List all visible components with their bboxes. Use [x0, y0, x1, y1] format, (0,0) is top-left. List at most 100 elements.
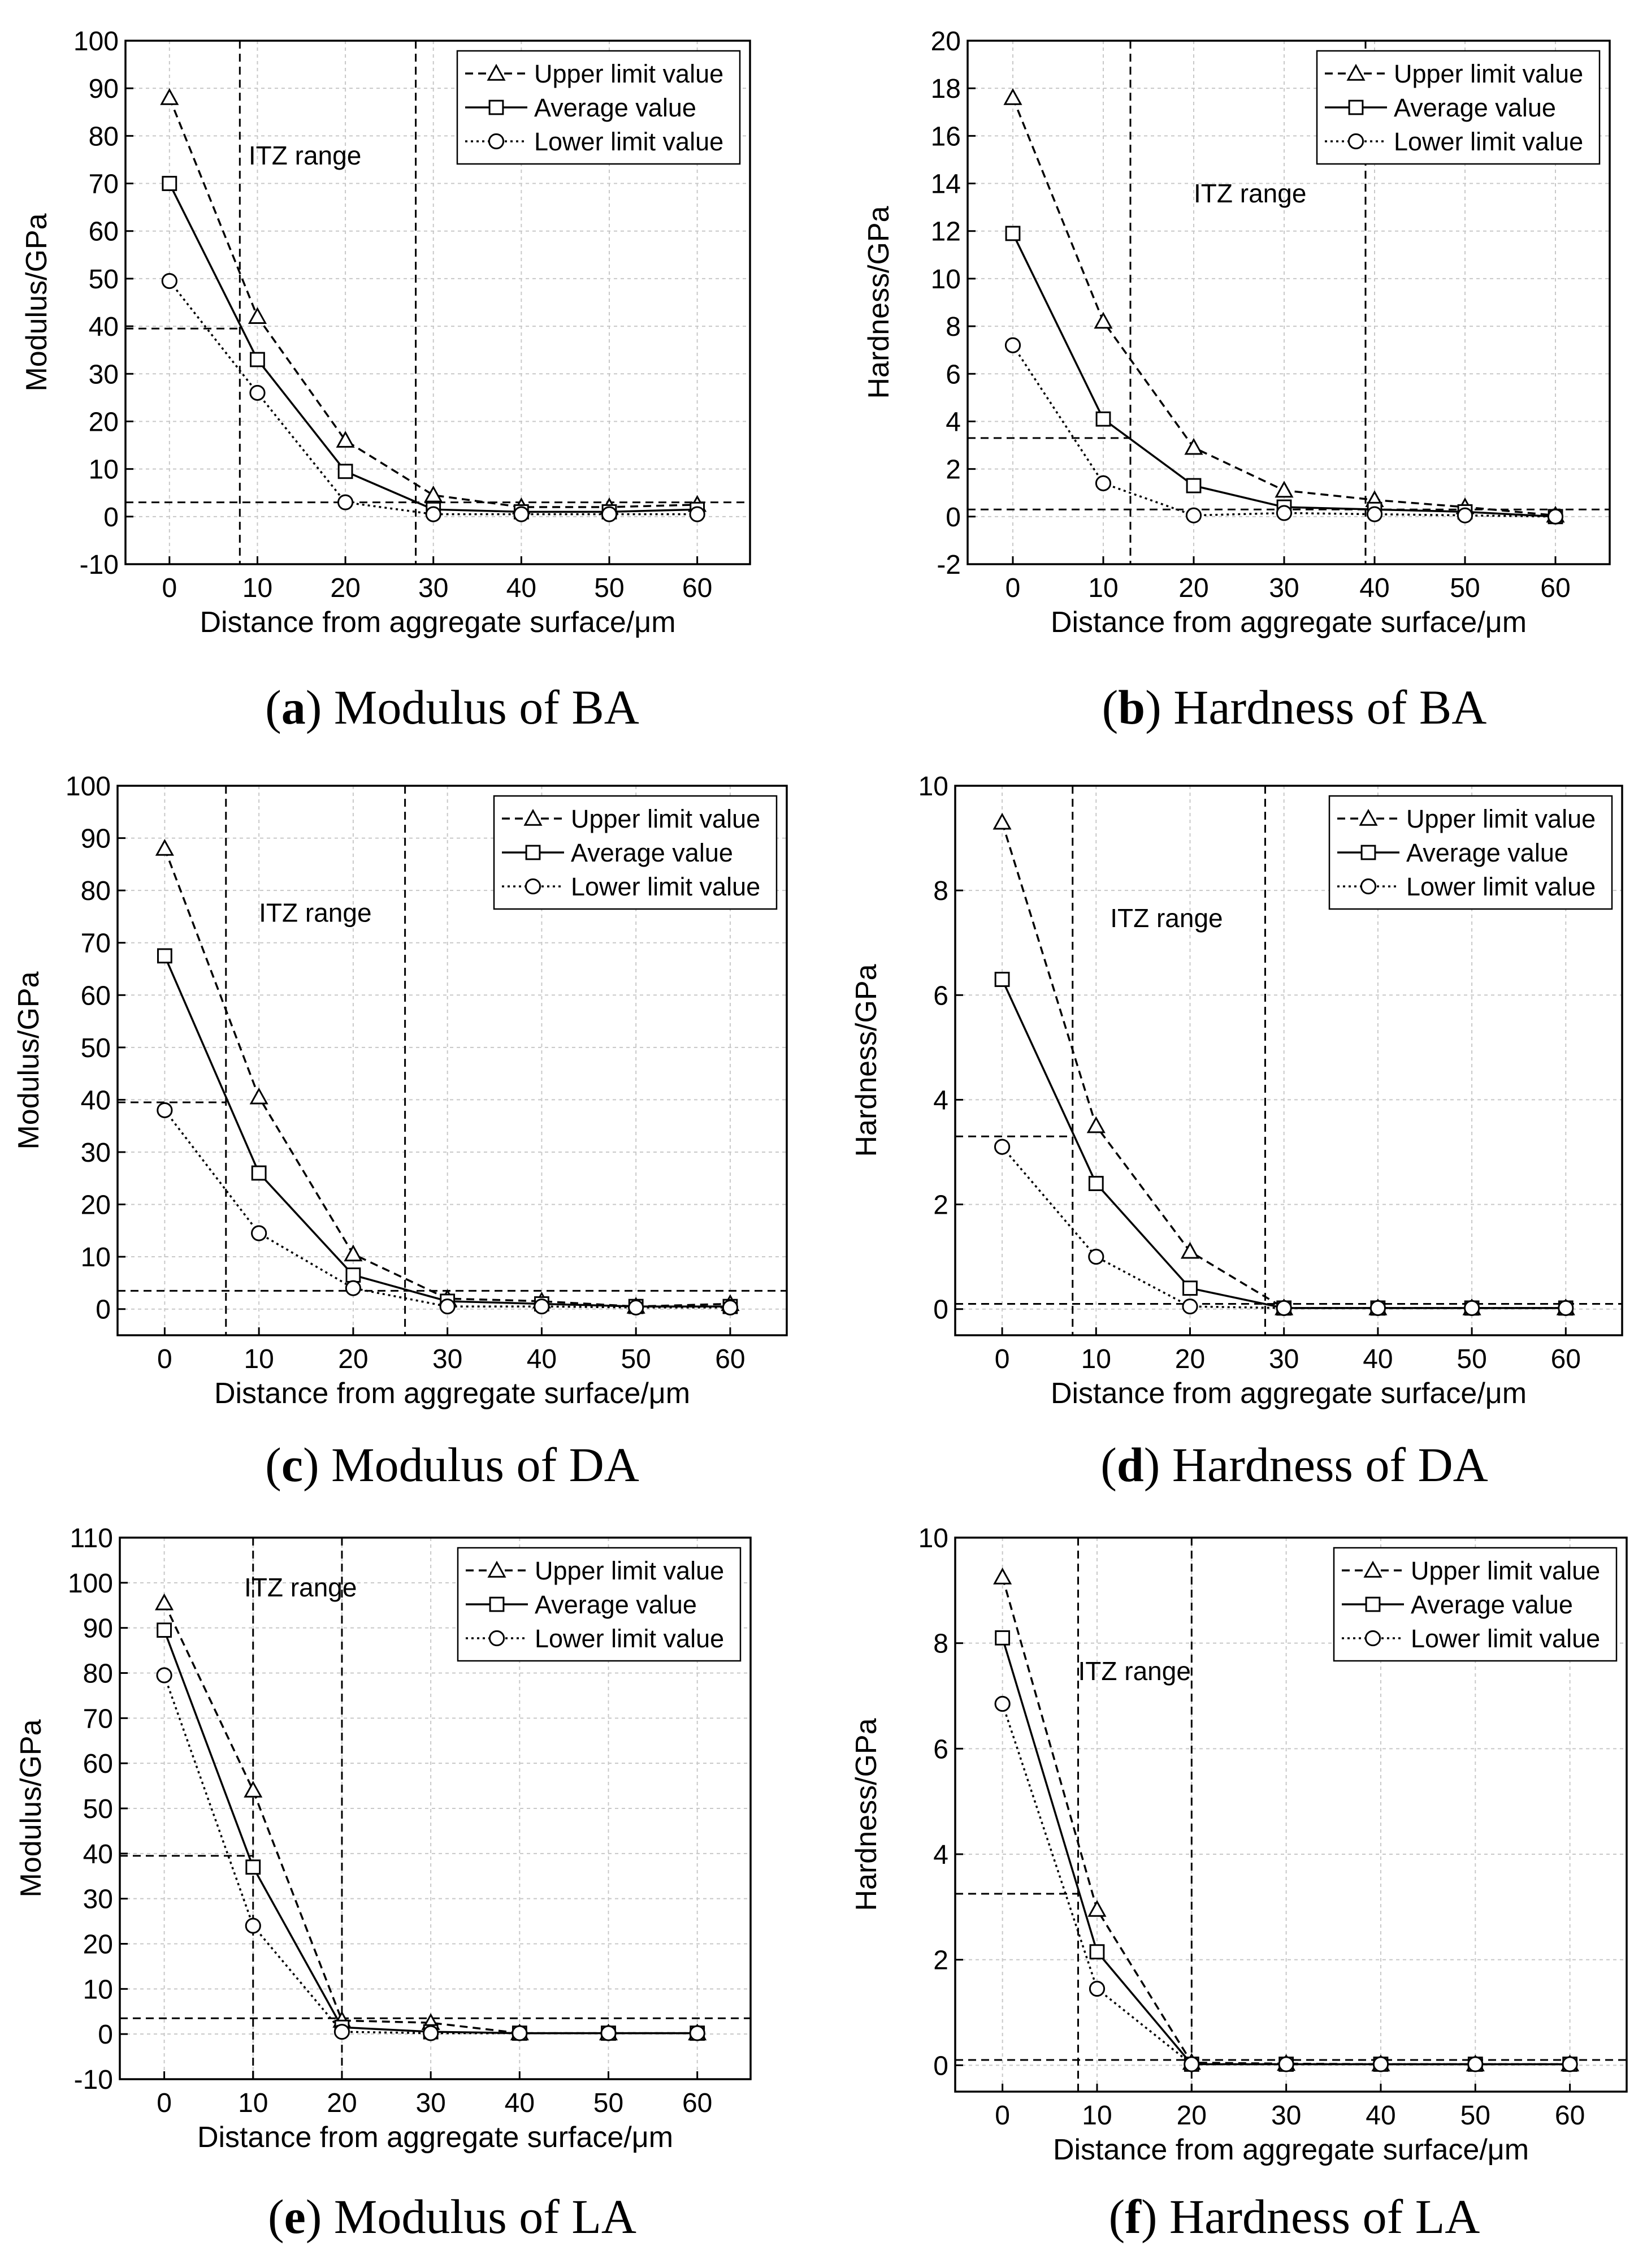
legend-label: Average value: [1411, 1590, 1573, 1619]
legend-label: Average value: [535, 1590, 697, 1619]
data-point-circle: [245, 1918, 261, 1934]
y-tick-label: 90: [89, 74, 119, 104]
series-line-square: [1001, 979, 1566, 1309]
y-tick-label: 0: [933, 1295, 948, 1325]
data-point-circle: [423, 2025, 439, 2041]
legend-label: Upper limit value: [571, 804, 760, 833]
data-point-circle: [1185, 507, 1202, 523]
legend-label: Lower limit value: [534, 127, 723, 156]
data-point-triangle: [1003, 88, 1022, 105]
data-point-circle: [1372, 2056, 1389, 2072]
legend-label: Upper limit value: [1406, 804, 1596, 833]
x-tick-label: 40: [527, 1344, 557, 1374]
caption-paren-close: ): [306, 680, 334, 734]
legend-marker-triangle: [523, 808, 543, 826]
y-tick-label: 8: [946, 312, 961, 342]
data-point-circle: [1276, 505, 1293, 521]
itz-range-annotation: ITZ range: [1078, 1656, 1191, 1686]
y-tick-label: 4: [933, 1085, 948, 1115]
y-tick-label: 60: [83, 1749, 113, 1779]
data-point-circle: [600, 2025, 617, 2041]
x-tick-label: 50: [621, 1344, 651, 1374]
y-axis-label: Modulus/GPa: [15, 1719, 47, 1897]
y-tick-label: 0: [103, 503, 119, 533]
data-point-square: [1186, 478, 1202, 494]
x-tick-label: 30: [415, 2088, 445, 2118]
x-tick-label: 50: [593, 2088, 623, 2118]
data-point-circle: [1088, 1249, 1104, 1265]
x-tick-label: 50: [1457, 1344, 1486, 1374]
data-point-circle: [1369, 1300, 1386, 1316]
data-point-square: [157, 1622, 172, 1638]
x-tick-label: 10: [244, 1344, 274, 1374]
caption-letter: a: [281, 680, 306, 734]
caption-paren-close: ): [1144, 1438, 1172, 1492]
x-tick-label: 0: [162, 573, 177, 603]
y-tick-label: 10: [83, 1975, 113, 2005]
legend-marker-circle: [1347, 133, 1364, 150]
y-axis-label: Hardness/GPa: [850, 964, 883, 1157]
legend-marker-square: [525, 845, 541, 860]
y-tick-label: 2: [946, 455, 961, 485]
plot-frame: [954, 1536, 1628, 2093]
data-point-circle: [1278, 2056, 1294, 2072]
data-point-square: [1095, 411, 1111, 427]
x-tick-label: 60: [1551, 1344, 1581, 1374]
data-point-circle: [601, 506, 618, 522]
data-point-circle: [1558, 1300, 1574, 1316]
panel-caption: (e) Modulus of LA: [268, 2189, 636, 2244]
y-tick-label: 70: [81, 929, 111, 959]
data-point-circle: [1457, 507, 1473, 523]
y-tick-label: 6: [946, 360, 961, 389]
data-point-triangle: [1087, 1899, 1107, 1917]
legend: Upper limit value Average value Lower limi…: [1316, 50, 1601, 165]
data-point-circle: [1366, 506, 1383, 522]
y-tick-label: 70: [89, 170, 119, 200]
y-tick-label: 40: [81, 1085, 111, 1115]
y-tick-label: 0: [98, 2020, 113, 2050]
legend-label: Lower limit value: [1411, 1624, 1600, 1653]
legend-label: Upper limit value: [535, 1556, 724, 1585]
y-tick-label: 20: [931, 27, 961, 57]
series-line-circle: [168, 280, 697, 516]
y-tick-label: 20: [83, 1930, 113, 1960]
legend-label: Upper limit value: [1394, 59, 1583, 88]
x-tick-label: 10: [242, 573, 272, 603]
data-point-circle: [512, 2025, 528, 2041]
data-point-circle: [1547, 508, 1564, 525]
legend-label: Average value: [571, 838, 733, 867]
y-tick-label: 110: [70, 1523, 113, 1553]
y-tick-label: 80: [89, 122, 119, 152]
x-tick-label: 60: [682, 2088, 712, 2118]
data-point-triangle: [344, 1244, 363, 1262]
data-point-triangle: [1275, 481, 1294, 498]
y-tick-label: 8: [933, 1629, 948, 1659]
panel-caption: (d) Hardness of DA: [1100, 1438, 1488, 1492]
x-tick-label: 20: [338, 1344, 368, 1374]
x-tick-label: 40: [1363, 1344, 1393, 1374]
x-tick-label: 0: [1005, 573, 1021, 603]
data-point-circle: [689, 506, 705, 522]
caption-paren-close: ): [306, 2189, 334, 2244]
data-point-circle: [628, 1299, 644, 1316]
data-point-circle: [161, 273, 177, 289]
caption-paren-open: (: [265, 680, 281, 734]
data-point-triangle: [244, 1780, 263, 1798]
itz-range-annotation: ITZ range: [244, 1573, 357, 1602]
legend-marker-circle: [1364, 1630, 1381, 1647]
data-point-circle: [534, 1298, 550, 1315]
legend-label: Lower limit value: [535, 1624, 724, 1653]
caption-text: Modulus of DA: [331, 1438, 639, 1492]
legend-label: Average value: [1394, 93, 1556, 122]
legend: Upper limit value Average value Lower limi…: [1328, 795, 1613, 910]
data-point-circle: [513, 506, 530, 522]
x-tick-label: 20: [1177, 2101, 1207, 2131]
x-tick-label: 0: [157, 1344, 172, 1374]
x-axis-label: Distance from aggregate surface/μm: [197, 2121, 673, 2154]
legend-marker-circle: [488, 133, 505, 150]
y-tick-label: 4: [933, 1840, 948, 1870]
y-tick-label: 20: [89, 407, 119, 437]
y-tick-label: -2: [937, 550, 961, 580]
